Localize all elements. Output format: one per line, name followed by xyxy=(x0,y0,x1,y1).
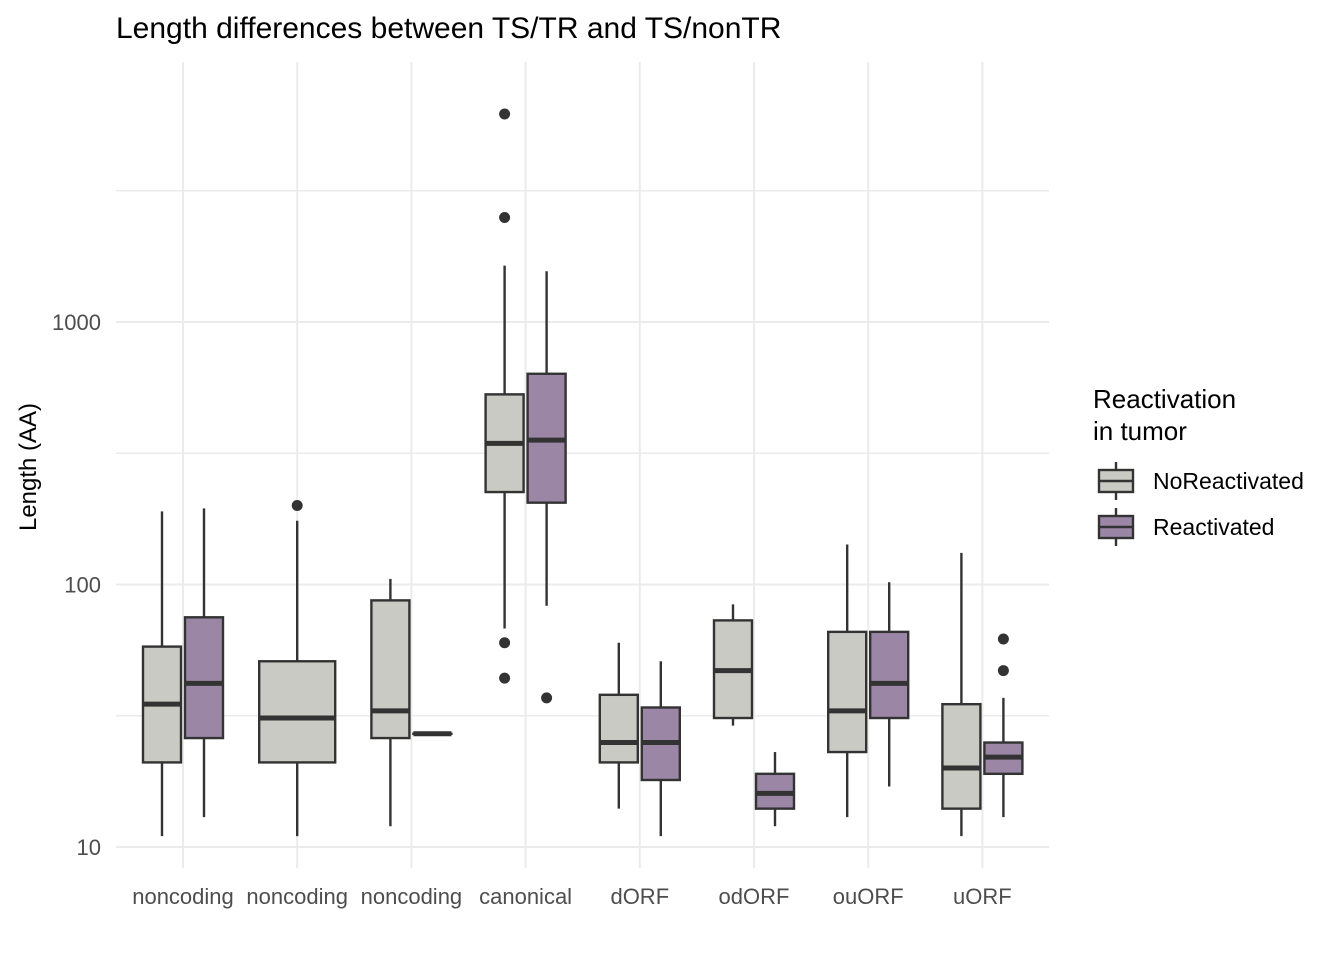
y-tick-labels: 10 100 1000 xyxy=(52,310,101,860)
x-tick-label: noncoding xyxy=(246,884,348,909)
grid-lines xyxy=(116,62,1049,868)
box-iqr xyxy=(258,660,337,764)
y-tick-label: 100 xyxy=(64,573,101,598)
y-tick-label: 10 xyxy=(77,835,101,860)
legend-label: NoReactivated xyxy=(1153,468,1304,494)
outlier-point xyxy=(997,665,1009,677)
legend-title-line: Reactivation xyxy=(1093,384,1236,414)
legend-label: Reactivated xyxy=(1153,514,1274,540)
legend-title-line: in tumor xyxy=(1093,416,1187,446)
x-tick-label: dORF xyxy=(610,884,669,909)
outlier-point xyxy=(499,108,511,120)
outlier-point xyxy=(499,212,511,224)
x-tick-label: ouORF xyxy=(833,884,904,909)
box-group xyxy=(526,271,567,704)
box-iqr xyxy=(598,693,639,764)
box-group xyxy=(754,752,796,827)
box-layer xyxy=(141,108,1024,837)
box-group xyxy=(183,508,225,818)
box-group xyxy=(983,633,1024,818)
box-group xyxy=(598,642,639,809)
outlier-point xyxy=(997,633,1009,645)
box-iqr xyxy=(941,702,982,810)
x-tick-label: odORF xyxy=(719,884,790,909)
x-tick-label: canonical xyxy=(479,884,572,909)
box-iqr xyxy=(183,616,225,740)
box-iqr xyxy=(827,630,868,754)
box-group xyxy=(141,511,183,837)
outlier-point xyxy=(541,692,553,704)
box-group xyxy=(869,582,910,787)
y-axis-title: Length (AA) xyxy=(15,403,42,531)
x-tick-label: uORF xyxy=(953,884,1012,909)
outlier-point xyxy=(291,499,303,511)
y-tick-label: 1000 xyxy=(52,310,101,335)
box-iqr xyxy=(370,599,411,740)
box-group xyxy=(484,108,525,684)
box-group xyxy=(941,552,982,837)
box-iqr xyxy=(869,630,910,720)
box-group xyxy=(640,661,681,837)
outlier-point xyxy=(499,637,511,649)
outlier-point xyxy=(499,672,511,684)
chart-title: Length differences between TS/TR and TS/… xyxy=(116,12,781,45)
box-group xyxy=(712,604,754,726)
x-tick-labels: noncoding noncoding noncoding canonical dORF… xyxy=(132,884,1012,909)
box-group xyxy=(370,578,411,827)
box-group xyxy=(827,544,868,818)
x-tick-label: noncoding xyxy=(132,884,234,909)
box-group xyxy=(258,499,337,837)
x-tick-label: noncoding xyxy=(361,884,463,909)
